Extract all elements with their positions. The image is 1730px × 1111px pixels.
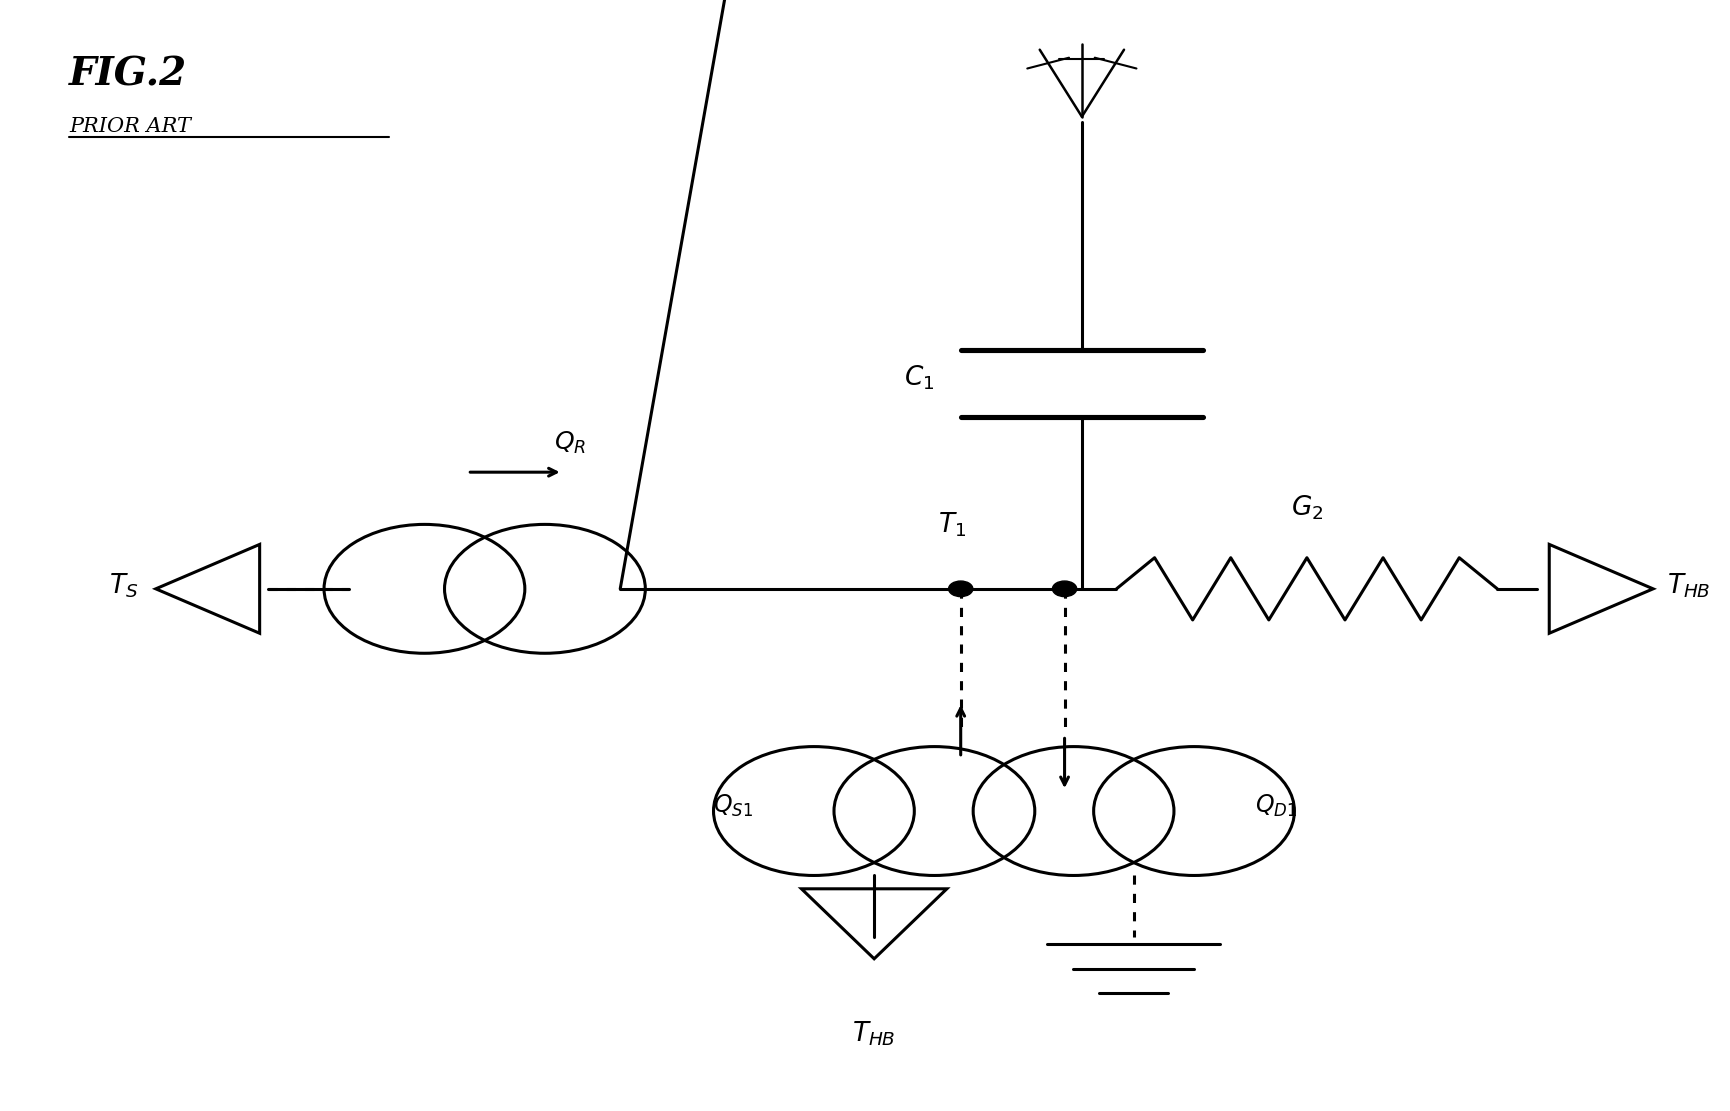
Text: PRIOR ART: PRIOR ART [69,117,190,136]
Text: $Q_R$: $Q_R$ [554,429,586,456]
Circle shape [948,581,972,597]
Circle shape [1052,581,1076,597]
Text: $T_1$: $T_1$ [938,510,965,539]
Text: $Q_{D1}$: $Q_{D1}$ [1254,792,1296,819]
Text: $G_2$: $G_2$ [1291,493,1322,522]
Text: $T_{HB}$: $T_{HB}$ [1666,571,1709,600]
Text: $T_S$: $T_S$ [109,571,138,600]
Text: FIG.2: FIG.2 [69,56,187,93]
Text: $Q_{S1}$: $Q_{S1}$ [713,792,753,819]
Text: $C_1$: $C_1$ [903,363,934,392]
Text: $T_{HB}$: $T_{HB}$ [851,1020,896,1049]
